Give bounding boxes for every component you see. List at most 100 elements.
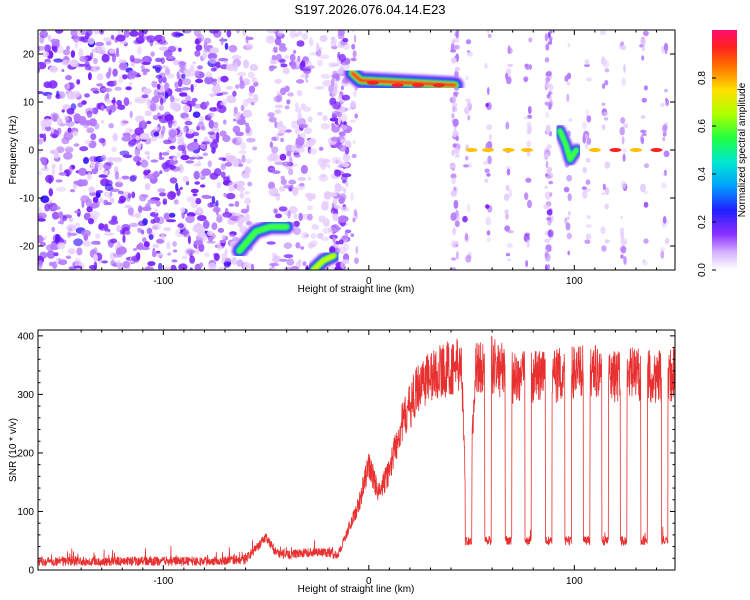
- noise-speck: [269, 262, 280, 267]
- hotspot: [432, 83, 445, 88]
- noise-speck: [168, 119, 173, 129]
- noise-speck: [81, 179, 88, 187]
- noise-speck: [143, 241, 150, 248]
- noise-speck: [61, 59, 70, 66]
- noise-speck: [244, 191, 250, 195]
- y-tick-label: 10: [23, 98, 35, 109]
- noise-speck: [321, 200, 330, 204]
- noise-speck: [42, 161, 47, 166]
- stripe-speck: [527, 106, 532, 115]
- noise-speck: [72, 34, 80, 43]
- noise-speck: [169, 95, 175, 103]
- noise-speck: [195, 197, 202, 205]
- stripe-speck: [640, 183, 646, 193]
- noise-speck: [204, 37, 212, 44]
- noise-speck: [186, 143, 196, 152]
- noise-speck: [95, 190, 104, 194]
- noise-speck: [87, 37, 95, 45]
- noise-speck: [173, 199, 179, 205]
- noise-speck: [295, 242, 301, 249]
- stripe-speck: [601, 102, 606, 107]
- noise-speck: [322, 115, 328, 122]
- noise-speck: [236, 180, 245, 187]
- stripe-speck: [467, 162, 472, 169]
- stripe-speck: [483, 160, 489, 165]
- noise-speck: [89, 52, 94, 60]
- noise-speck: [193, 240, 204, 245]
- stripe-speck: [660, 182, 667, 189]
- stripe-speck: [584, 133, 589, 139]
- noise-speck: [271, 170, 281, 175]
- stripe-speck: [547, 166, 553, 173]
- noise-speck: [203, 41, 208, 50]
- feature-upper-tone: [343, 64, 465, 95]
- noise-speck: [142, 237, 147, 243]
- stripe-speck: [466, 203, 471, 213]
- noise-speck: [166, 219, 177, 223]
- noise-speck: [106, 201, 112, 206]
- stripe-speck: [543, 204, 550, 210]
- noise-speck: [331, 38, 338, 45]
- stripe-speck: [623, 64, 626, 73]
- noise-speck: [273, 95, 282, 103]
- noise-speck: [112, 133, 118, 142]
- noise-speck: [70, 103, 77, 111]
- stripe-speck: [505, 252, 511, 257]
- noise-speck: [318, 146, 324, 151]
- noise-speck: [269, 188, 277, 197]
- stripe-speck: [451, 57, 457, 64]
- stripe-speck: [351, 30, 355, 33]
- stripe-speck: [452, 38, 457, 43]
- noise-speck: [87, 72, 92, 81]
- colorbar-tick-label: 0.0: [697, 263, 708, 277]
- noise-speck: [338, 30, 345, 35]
- noise-speck: [46, 250, 56, 259]
- noise-speck: [143, 175, 148, 179]
- stripe-speck: [464, 98, 471, 102]
- noise-speck: [289, 265, 300, 270]
- snr-x-axis: -100 0 100: [80, 330, 658, 587]
- noise-speck: [147, 199, 158, 204]
- stripe-speck: [660, 103, 665, 107]
- stripe-speck: [619, 126, 625, 136]
- noise-speck: [286, 258, 295, 266]
- noise-speck: [177, 138, 185, 146]
- noise-speck: [184, 120, 193, 126]
- stripe-speck: [565, 222, 571, 231]
- noise-speck: [38, 45, 46, 51]
- noise-speck: [132, 58, 143, 64]
- noise-speck: [125, 86, 132, 91]
- stripe-speck: [602, 111, 609, 117]
- noise-speck: [331, 224, 340, 233]
- noise-speck: [339, 124, 348, 130]
- noise-speck: [39, 241, 46, 247]
- stripe-speck: [623, 255, 627, 265]
- noise-speck: [98, 223, 105, 230]
- noise-speck: [332, 235, 336, 243]
- noise-speck: [342, 154, 351, 162]
- noise-speck: [222, 157, 227, 162]
- stripe-speck: [450, 212, 457, 221]
- noise-speck: [277, 121, 283, 127]
- noise-speck: [92, 90, 100, 94]
- stripe-speck: [488, 134, 492, 141]
- noise-speck: [276, 90, 280, 95]
- noise-speck: [239, 192, 245, 199]
- stripe-speck: [548, 91, 553, 95]
- stripe-speck: [662, 131, 667, 137]
- noise-speck: [108, 69, 112, 77]
- stripe-speck: [355, 246, 359, 255]
- noise-speck: [181, 73, 186, 79]
- noise-speck: [300, 246, 305, 250]
- noise-speck: [220, 171, 226, 179]
- noise-speck: [42, 50, 50, 58]
- noise-speck: [213, 252, 219, 257]
- noise-speck: [51, 163, 56, 169]
- noise-speck: [300, 164, 308, 174]
- noise-speck: [167, 55, 175, 60]
- noise-speck: [38, 138, 44, 145]
- noise-speck: [314, 86, 325, 90]
- noise-speck: [279, 186, 286, 192]
- noise-speck: [128, 139, 137, 146]
- stripe-speck: [351, 57, 356, 61]
